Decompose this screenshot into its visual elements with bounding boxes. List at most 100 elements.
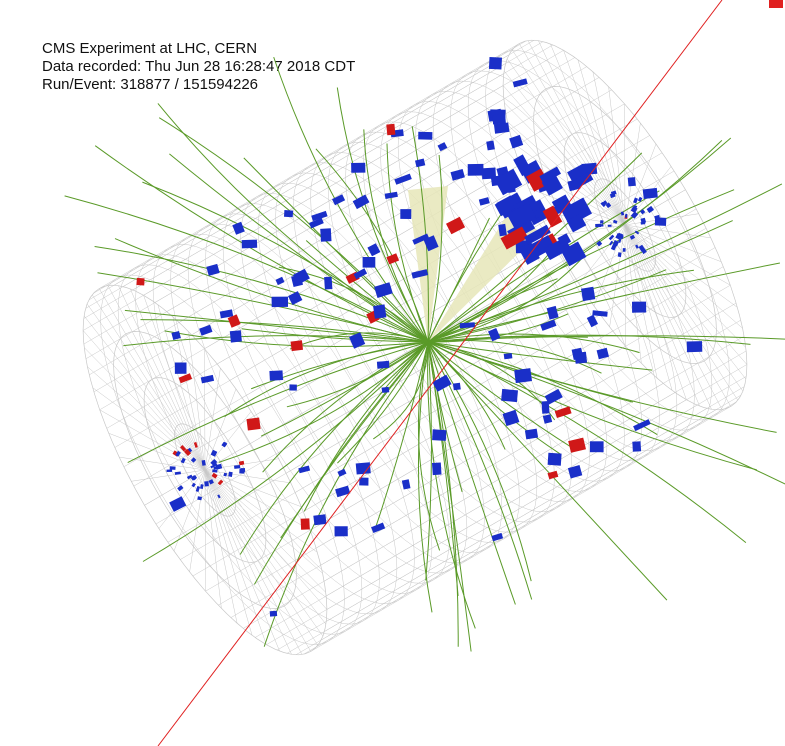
track	[427, 217, 490, 343]
hcal-deposit	[654, 217, 667, 226]
barrel-hoop	[467, 60, 713, 431]
track	[241, 328, 429, 343]
hcal-deposit	[566, 213, 587, 233]
ecal-deposit	[547, 470, 559, 480]
hcal-deposit	[169, 466, 176, 470]
ecal-deposit	[184, 448, 192, 456]
hcal-deposit	[524, 428, 539, 440]
hcal-deposit	[432, 429, 447, 441]
hcal-deposit	[234, 465, 241, 469]
hcal-deposit	[605, 202, 612, 209]
hcal-deposit	[269, 370, 283, 381]
endcap-spoke	[507, 121, 626, 226]
ecal-deposit	[238, 460, 245, 466]
hcal-deposit	[373, 304, 387, 319]
hcal-deposit	[600, 220, 604, 224]
track	[124, 309, 429, 343]
endcap-spoke	[511, 49, 626, 226]
endcap-spoke	[624, 224, 731, 286]
hcal-deposit	[560, 241, 587, 267]
hcal-deposit	[210, 459, 218, 466]
hcal-deposit	[174, 471, 181, 475]
track	[427, 341, 476, 629]
run-event: Run/Event: 318877 / 151594226	[42, 76, 259, 93]
hcal-deposit	[371, 522, 386, 533]
track	[386, 143, 429, 343]
ecal-deposit	[211, 472, 218, 479]
hcal-deposit	[637, 196, 643, 202]
hcal-deposit	[288, 291, 303, 305]
track	[280, 341, 429, 539]
hcal-deposit	[686, 341, 703, 353]
hcal-deposit	[384, 191, 398, 199]
hcal-deposit	[275, 276, 285, 286]
track	[425, 341, 432, 581]
track	[427, 333, 640, 354]
endcap-spoke	[608, 86, 626, 226]
hcal-deposit	[204, 481, 209, 487]
hcal-deposit	[459, 322, 475, 329]
track	[337, 341, 429, 464]
ecal-deposit	[180, 445, 187, 452]
barrel-hoop	[450, 70, 695, 441]
hcal-deposit	[633, 197, 638, 204]
track	[169, 153, 429, 343]
hcal-deposit	[494, 168, 523, 196]
hcal-deposit	[437, 142, 448, 152]
hcal-deposit	[206, 263, 220, 276]
hcal-deposit	[324, 276, 333, 290]
hcal-deposit	[298, 465, 311, 474]
hcal-deposit	[493, 122, 510, 134]
hcal-deposit	[546, 305, 559, 320]
track	[427, 341, 658, 436]
track	[94, 145, 429, 343]
endcap-spoke	[99, 409, 206, 471]
endcap-spoke	[624, 122, 641, 226]
ecal-deposit	[227, 314, 241, 328]
endcap-spoke	[204, 348, 206, 471]
hcal-deposit	[524, 224, 551, 245]
track	[263, 341, 429, 647]
hcal-deposit	[190, 457, 197, 463]
endcap-spoke	[624, 224, 739, 401]
endcap-spoke	[624, 224, 723, 410]
hcal-deposit	[567, 164, 589, 185]
endcap-spoke	[506, 58, 626, 226]
endcap-spoke	[204, 469, 302, 508]
hcal-deposit	[394, 173, 412, 185]
track	[427, 341, 757, 471]
track	[373, 341, 429, 440]
track	[142, 341, 429, 562]
endcap-spoke	[624, 224, 712, 410]
hcal-deposit	[635, 244, 639, 249]
hcal-deposit	[539, 166, 561, 184]
calorimeter-deposits	[136, 0, 783, 617]
endcap-spoke	[624, 224, 738, 308]
hcal-deposit	[592, 310, 608, 317]
endcap-spoke	[118, 285, 206, 471]
hcal-deposit	[208, 479, 214, 485]
endcap-spoke	[157, 304, 206, 471]
hcal-deposit	[625, 213, 628, 218]
ecal-deposit	[386, 253, 400, 265]
endcap-spoke	[204, 469, 323, 574]
hcal-deposit	[415, 158, 426, 168]
track	[417, 341, 441, 551]
muon-track	[157, 0, 723, 746]
hcal-deposit	[632, 301, 647, 313]
hcal-deposit	[596, 347, 609, 360]
hcal-deposit	[381, 386, 390, 393]
barrel-hoop	[257, 182, 503, 553]
track	[218, 341, 429, 463]
hcal-deposit	[616, 232, 624, 240]
hcal-deposit	[620, 211, 625, 216]
hcal-deposit	[514, 368, 532, 384]
hcal-deposit	[241, 239, 258, 249]
endcap-spoke	[92, 387, 206, 471]
hcal-deposit	[557, 233, 572, 247]
hcal-deposit	[166, 469, 173, 472]
endcap-spoke	[143, 295, 206, 471]
hcal-deposit	[335, 485, 351, 498]
ecal-deposit	[500, 226, 529, 250]
hcal-deposit	[411, 269, 429, 279]
